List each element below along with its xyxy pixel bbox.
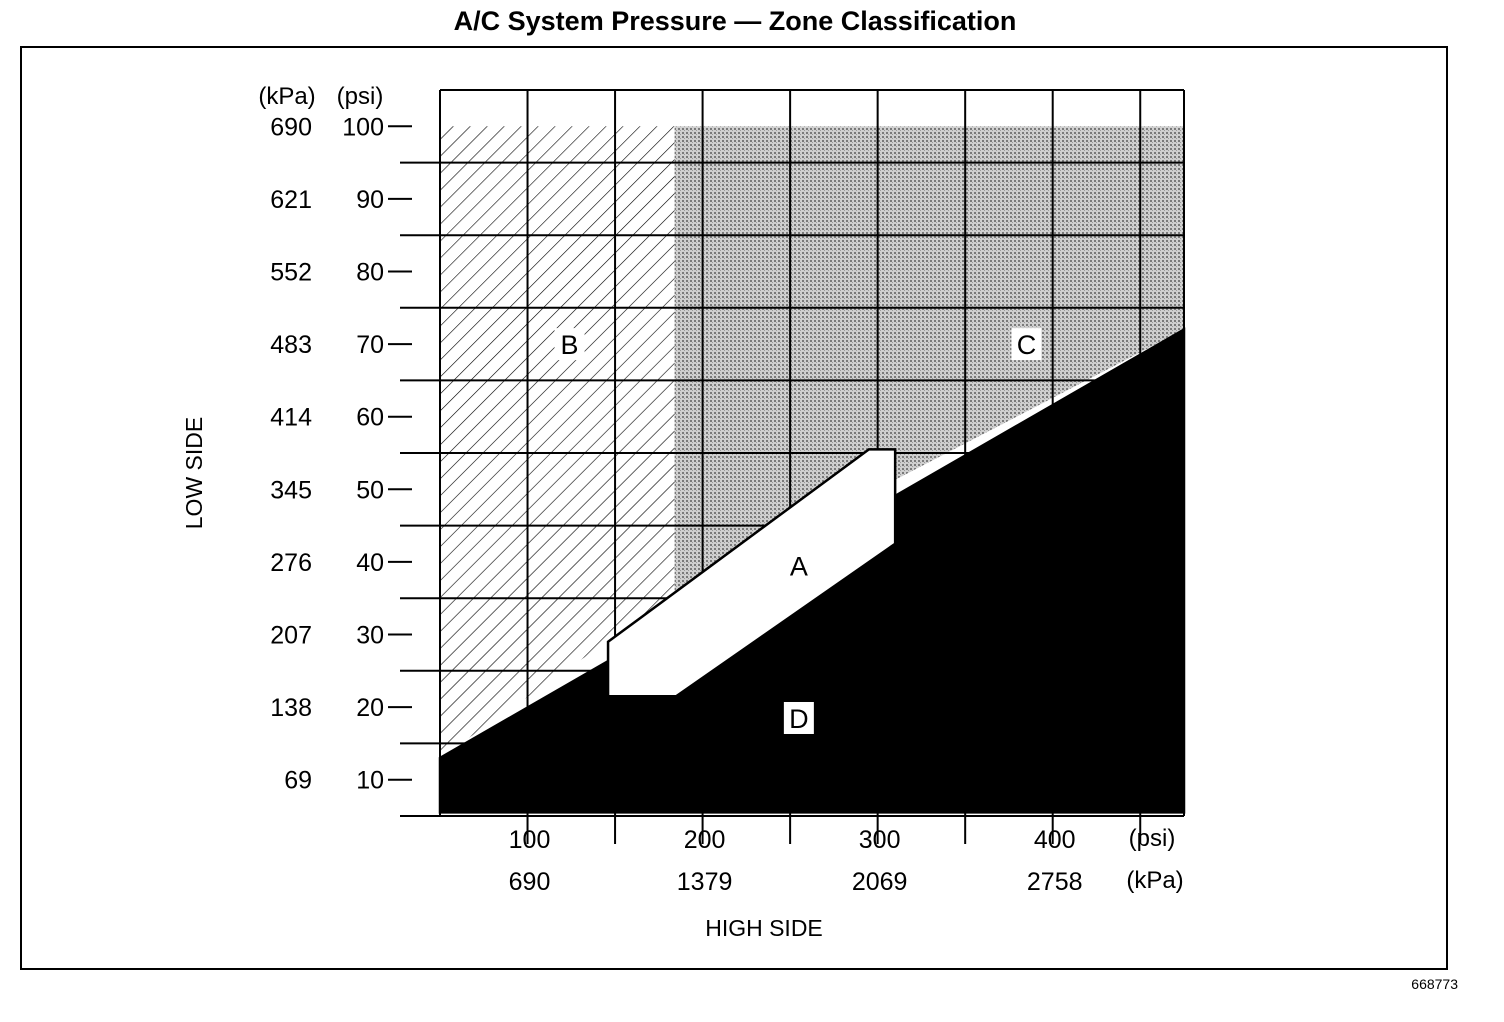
- x-tick-label-kpa: 2758: [1027, 868, 1083, 896]
- y-tick-label-psi: 50: [356, 476, 384, 504]
- y-tick-label-kpa: 276: [270, 549, 312, 577]
- y-tick-label-kpa: 552: [270, 259, 312, 287]
- y-tick-label-kpa: 207: [270, 622, 312, 650]
- x-tick-label-kpa: 1379: [677, 868, 733, 896]
- x-tick-label-psi: 100: [509, 826, 551, 854]
- zone-label-box: [783, 701, 814, 734]
- zone-label-d: D: [789, 704, 809, 734]
- y-tick-label-kpa: 483: [270, 331, 312, 359]
- document-number: 668773: [1411, 976, 1458, 992]
- y-tick-label-kpa: 138: [270, 694, 312, 722]
- pressure-zone-chart: 100 690 90 621 80 552 70 483 60 414 50 345 40 276 30 20…: [181, 83, 1186, 941]
- zone-a-outline: [606, 448, 897, 698]
- y-tick-label-kpa: 69: [284, 767, 312, 795]
- chart-title: A/C System Pressure — Zone Classificatio…: [453, 6, 1017, 36]
- x-tick-label-kpa: 2069: [852, 868, 908, 896]
- x-unit-psi: (psi): [1129, 825, 1176, 852]
- y-tick-label-psi: 40: [356, 549, 384, 577]
- zone-label-b: B: [561, 330, 579, 360]
- y-tick-label-psi: 20: [356, 694, 384, 722]
- y-unit-psi: (psi): [337, 83, 384, 110]
- y-tick-label-psi: 70: [356, 331, 384, 359]
- zone-label-box: [1011, 328, 1042, 361]
- zone-label-box: [783, 549, 814, 582]
- zone-label-box: [554, 328, 585, 361]
- x-tick-label-psi: 300: [859, 826, 901, 854]
- y-tick-label-psi: 10: [356, 767, 384, 795]
- zone-label-a: A: [790, 552, 808, 582]
- y-tick-label-psi: 60: [356, 404, 384, 432]
- y-tick-label-kpa: 414: [270, 404, 312, 432]
- y-tick-label-kpa: 690: [270, 113, 312, 141]
- y-tick-label-kpa: 345: [270, 476, 312, 504]
- x-axis-title: HIGH SIDE: [705, 915, 823, 941]
- x-unit-kpa: (kPa): [1126, 867, 1183, 894]
- x-tick-label-psi: 200: [684, 826, 726, 854]
- y-tick-label-psi: 30: [356, 622, 384, 650]
- zone-c-area: [674, 126, 1184, 595]
- y-tick-label-psi: 90: [356, 186, 384, 214]
- zone-label-c: C: [1017, 330, 1036, 360]
- chart-frame: 100 690 90 621 80 552 70 483 60 414 50 345 40 276 30 20…: [20, 46, 1448, 970]
- y-tick-label-psi: 100: [342, 113, 384, 141]
- y-axis-title: LOW SIDE: [181, 417, 207, 529]
- x-tick-label-kpa: 690: [509, 868, 551, 896]
- y-tick-label-kpa: 621: [270, 186, 312, 214]
- y-unit-kpa: (kPa): [258, 83, 315, 110]
- x-tick-label-psi: 400: [1034, 826, 1076, 854]
- y-tick-label-psi: 80: [356, 259, 384, 287]
